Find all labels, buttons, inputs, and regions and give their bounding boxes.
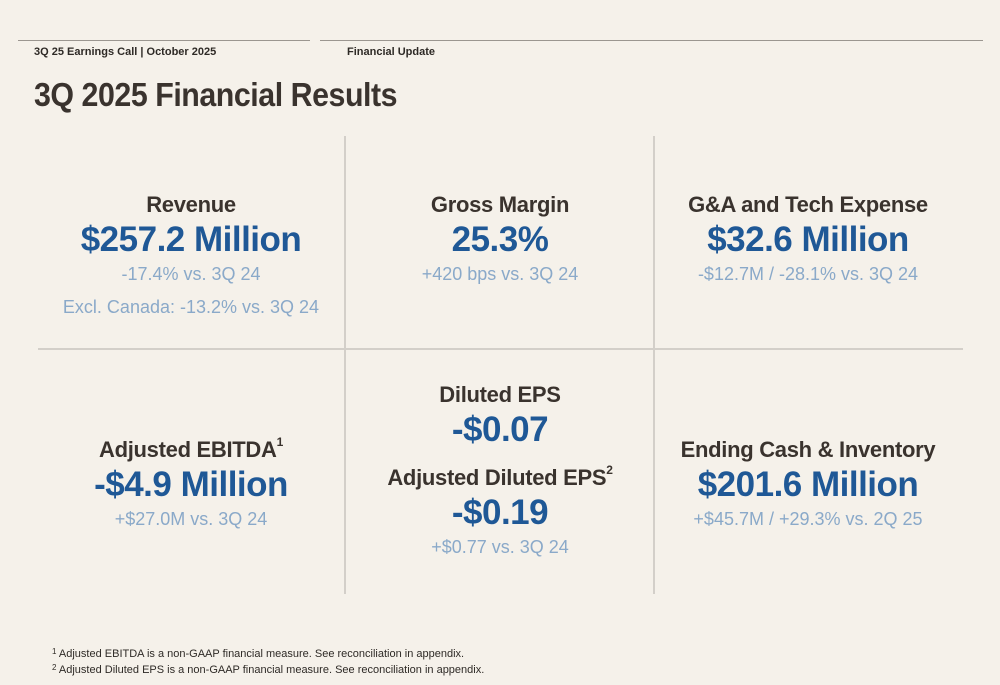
metric-gross-margin: Gross Margin 25.3% +420 bps vs. 3Q 24 [350, 192, 650, 285]
metric-comparison: +$45.7M / +29.3% vs. 2Q 25 [693, 509, 923, 529]
metric-comparison: +$0.77 vs. 3Q 24 [431, 537, 569, 557]
metric-ending-cash-inventory: Ending Cash & Inventory $201.6 Million +… [658, 437, 958, 530]
footnote-ref: 2 [606, 463, 613, 477]
metric-comparison: -17.4% vs. 3Q 24 [121, 264, 261, 284]
metric-adjusted-ebitda: Adjusted EBITDA1 -$4.9 Million +$27.0M v… [41, 435, 341, 530]
footnote-text: Adjusted EBITDA is a non-GAAP financial … [58, 648, 465, 660]
metric-value: 25.3% [451, 220, 549, 259]
header-section: Financial Update [347, 46, 436, 58]
header-rule-right [320, 40, 983, 41]
metric-label-text: Adjusted Diluted EPS [387, 465, 607, 490]
grid-divider-horizontal [38, 348, 963, 350]
footnote-1: 1 Adjusted EBITDA is a non-GAAP financia… [52, 647, 465, 660]
metric-comparison: -$12.7M / -28.1% vs. 3Q 24 [697, 264, 919, 284]
metric-label: G&A and Tech Expense [688, 192, 928, 217]
metric-revenue: Revenue $257.2 Million -17.4% vs. 3Q 24 … [41, 192, 341, 318]
metric-value: $32.6 Million [707, 220, 909, 259]
metric-label: Adjusted Diluted EPS2 [350, 463, 650, 491]
footnote-number: 1 [52, 647, 57, 656]
header-event: 3Q 25 Earnings Call | October 2025 [34, 46, 217, 58]
grid-divider-vertical-1 [344, 136, 346, 594]
metric-label: Revenue [146, 192, 236, 217]
metric-comparison-secondary: Excl. Canada: -13.2% vs. 3Q 24 [62, 297, 320, 317]
metric-comparison: +$27.0M vs. 3Q 24 [114, 509, 268, 529]
metric-value: -$4.9 Million [94, 465, 288, 504]
metric-label: Adjusted EBITDA1 [41, 435, 341, 463]
footnote-ref: 1 [276, 435, 284, 449]
footnote-number: 2 [52, 663, 57, 672]
metric-label: Ending Cash & Inventory [680, 437, 936, 462]
metric-label: Gross Margin [430, 192, 570, 217]
metric-value: $257.2 Million [80, 220, 302, 259]
metric-value: -$0.07 [451, 410, 549, 449]
metric-ga-tech-expense: G&A and Tech Expense $32.6 Million -$12.… [658, 192, 958, 285]
header-rule-left [18, 40, 310, 41]
page-title: 3Q 2025 Financial Results [34, 76, 398, 113]
grid-divider-vertical-2 [653, 136, 655, 594]
metric-diluted-eps: Diluted EPS -$0.07 [350, 382, 650, 450]
metric-comparison: +420 bps vs. 3Q 24 [421, 264, 579, 284]
footnote-2: 2 Adjusted Diluted EPS is a non-GAAP fin… [52, 663, 485, 676]
metric-adjusted-diluted-eps: Adjusted Diluted EPS2 -$0.19 +$0.77 vs. … [350, 463, 650, 558]
footnote-text: Adjusted Diluted EPS is a non-GAAP finan… [58, 664, 485, 676]
metric-label: Diluted EPS [439, 382, 561, 407]
metric-value: $201.6 Million [697, 465, 919, 504]
metric-label-text: Adjusted EBITDA [99, 437, 277, 462]
metric-value: -$0.19 [451, 493, 549, 532]
